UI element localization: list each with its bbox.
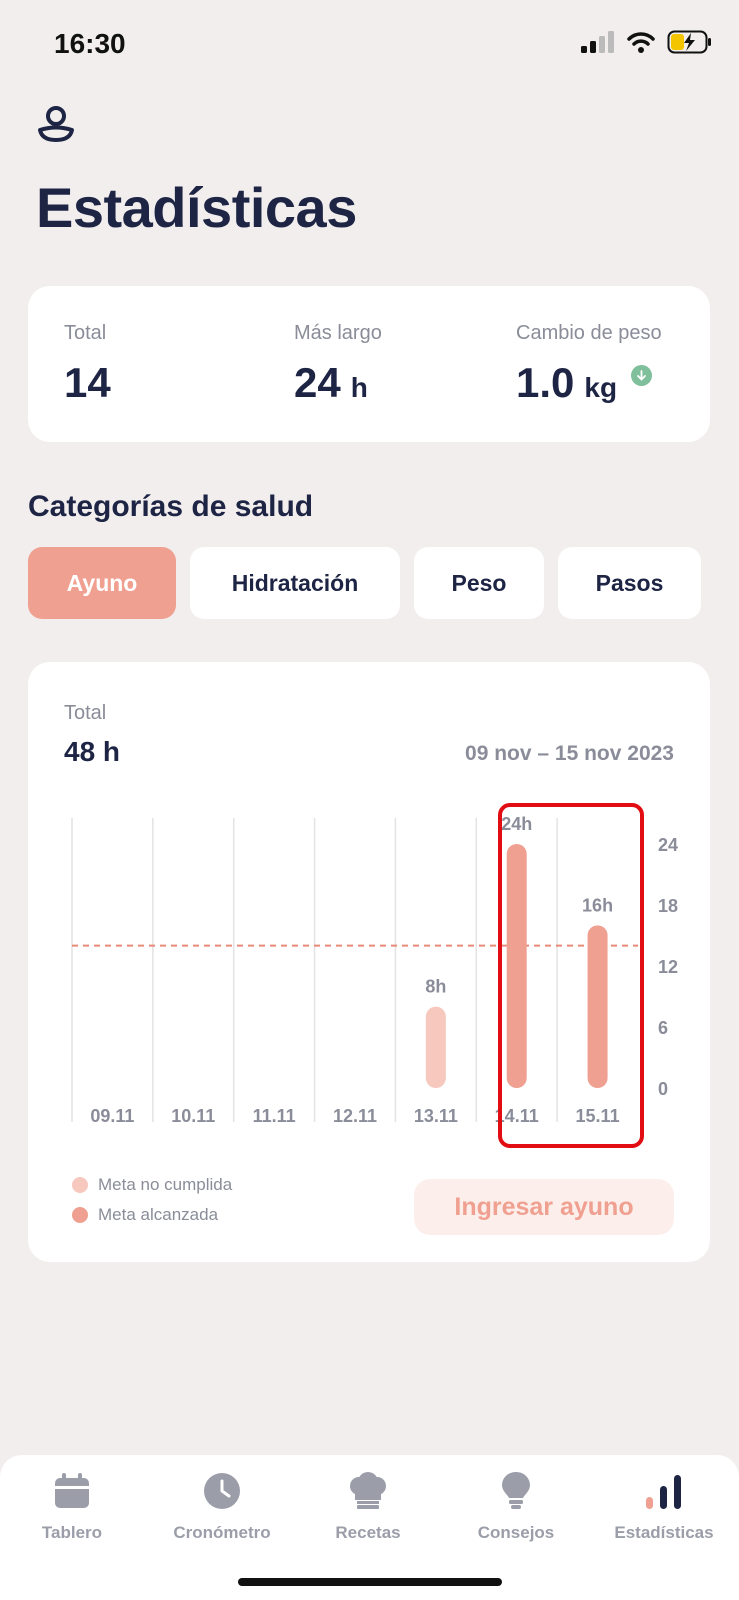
y-tick-label: 18 [658,896,678,916]
bar-data-label: 24h [501,814,532,834]
bar-chart-icon [642,1469,686,1513]
nav-item-tablero[interactable]: Tablero [2,1469,142,1543]
stat-longest: Más largo 24 h [294,322,382,407]
y-tick-label: 6 [658,1018,668,1038]
legend-label: Meta no cumplida [98,1175,233,1194]
x-tick-label: 13.11 [414,1106,458,1126]
x-tick-label: 09.11 [90,1106,134,1126]
stat-number: 1.0 [516,359,575,406]
bar [506,844,527,1088]
chart-legend: Meta no cumplida Meta alcanzada [72,1170,232,1230]
category-tabs: Ayuno Hidratación Peso Pasos [28,547,701,619]
stat-value: 24 h [294,359,382,407]
nav-item-consejos[interactable]: Consejos [446,1469,586,1543]
log-fast-button[interactable]: Ingresar ayuno [414,1179,674,1235]
stat-value: 14 [64,359,111,407]
stat-number: 24 [294,359,341,406]
stat-label: Más largo [294,322,382,344]
legend-label: Meta alcanzada [98,1205,219,1224]
x-tick-label: 12.11 [333,1106,377,1126]
battery-charging-icon [667,30,711,54]
bar-data-label: 16h [582,895,613,915]
summary-card: Total 14 Más largo 24 h Cambio de peso 1… [28,286,710,442]
arrow-down-icon [631,365,653,386]
x-tick-label: 10.11 [171,1106,215,1126]
stat-label: Cambio de peso [516,322,662,344]
chart-total-value: 48 h [64,736,121,767]
status-time: 16:30 [54,28,126,59]
chart-card: Total 48 h 09 nov – 15 nov 2023 0 6 12 18 24… [28,662,710,1262]
stat-total: Total 14 [64,322,111,407]
x-tick-label: 15.11 [576,1106,620,1126]
wifi-icon [627,32,655,53]
nav-item-cronometro[interactable]: Cronómetro [152,1469,292,1543]
nav-label: Tablero [41,1523,103,1542]
chef-hat-icon [346,1469,390,1513]
page-title: Estadísticas [36,176,357,239]
y-tick-label: 12 [658,957,678,977]
tab-pasos[interactable]: Pasos [558,547,701,619]
bar-data-label: 8h [425,977,446,997]
chart-date-range: 09 nov – 15 nov 2023 [465,742,674,765]
profile-icon[interactable] [36,103,76,143]
calendar-icon [50,1469,94,1513]
status-icons [581,30,713,54]
stat-value: 1.0 kg [516,359,662,407]
tab-ayuno[interactable]: Ayuno [28,547,176,619]
stat-weight-change: Cambio de peso 1.0 kg [516,322,662,407]
tab-hidratacion[interactable]: Hidratación [190,547,400,619]
stat-label: Total [64,322,107,344]
nav-item-recetas[interactable]: Recetas [298,1469,438,1543]
nav-label: Consejos [477,1523,555,1542]
y-tick-label: 24 [658,835,678,855]
clock-icon [200,1469,244,1513]
chart-total-label: Total [64,702,107,724]
lightbulb-icon [494,1469,538,1513]
nav-label: Recetas [335,1523,401,1542]
tab-peso[interactable]: Peso [414,547,544,619]
bar [425,1006,446,1088]
nav-label: Estadísticas [614,1523,714,1542]
section-title: Categorías de salud [28,490,314,523]
x-tick-label: 11.11 [253,1106,296,1126]
stat-unit: kg [584,372,618,403]
y-tick-label: 0 [658,1079,668,1099]
legend-item-goal-not-met: Meta no cumplida [72,1170,232,1200]
home-indicator [238,1578,502,1586]
signal-icon [581,31,614,53]
stat-number: 14 [64,359,111,406]
status-bar: 16:30 [0,0,739,90]
nav-label: Cronómetro [173,1523,271,1542]
x-tick-label: 14.11 [495,1106,539,1126]
nav-item-estadisticas[interactable]: Estadísticas [594,1469,734,1543]
legend-dot [72,1207,88,1223]
fasting-chart: 0 6 12 18 24 09.11 10.11 11.11 12.11 8h 13.11 24h 14… [71,814,678,1126]
bottom-nav: Tablero Cronómetro Recetas [0,1455,739,1600]
legend-item-goal-met: Meta alcanzada [72,1200,232,1230]
stat-unit: h [350,372,368,403]
legend-dot [72,1177,88,1193]
bar [587,925,608,1088]
